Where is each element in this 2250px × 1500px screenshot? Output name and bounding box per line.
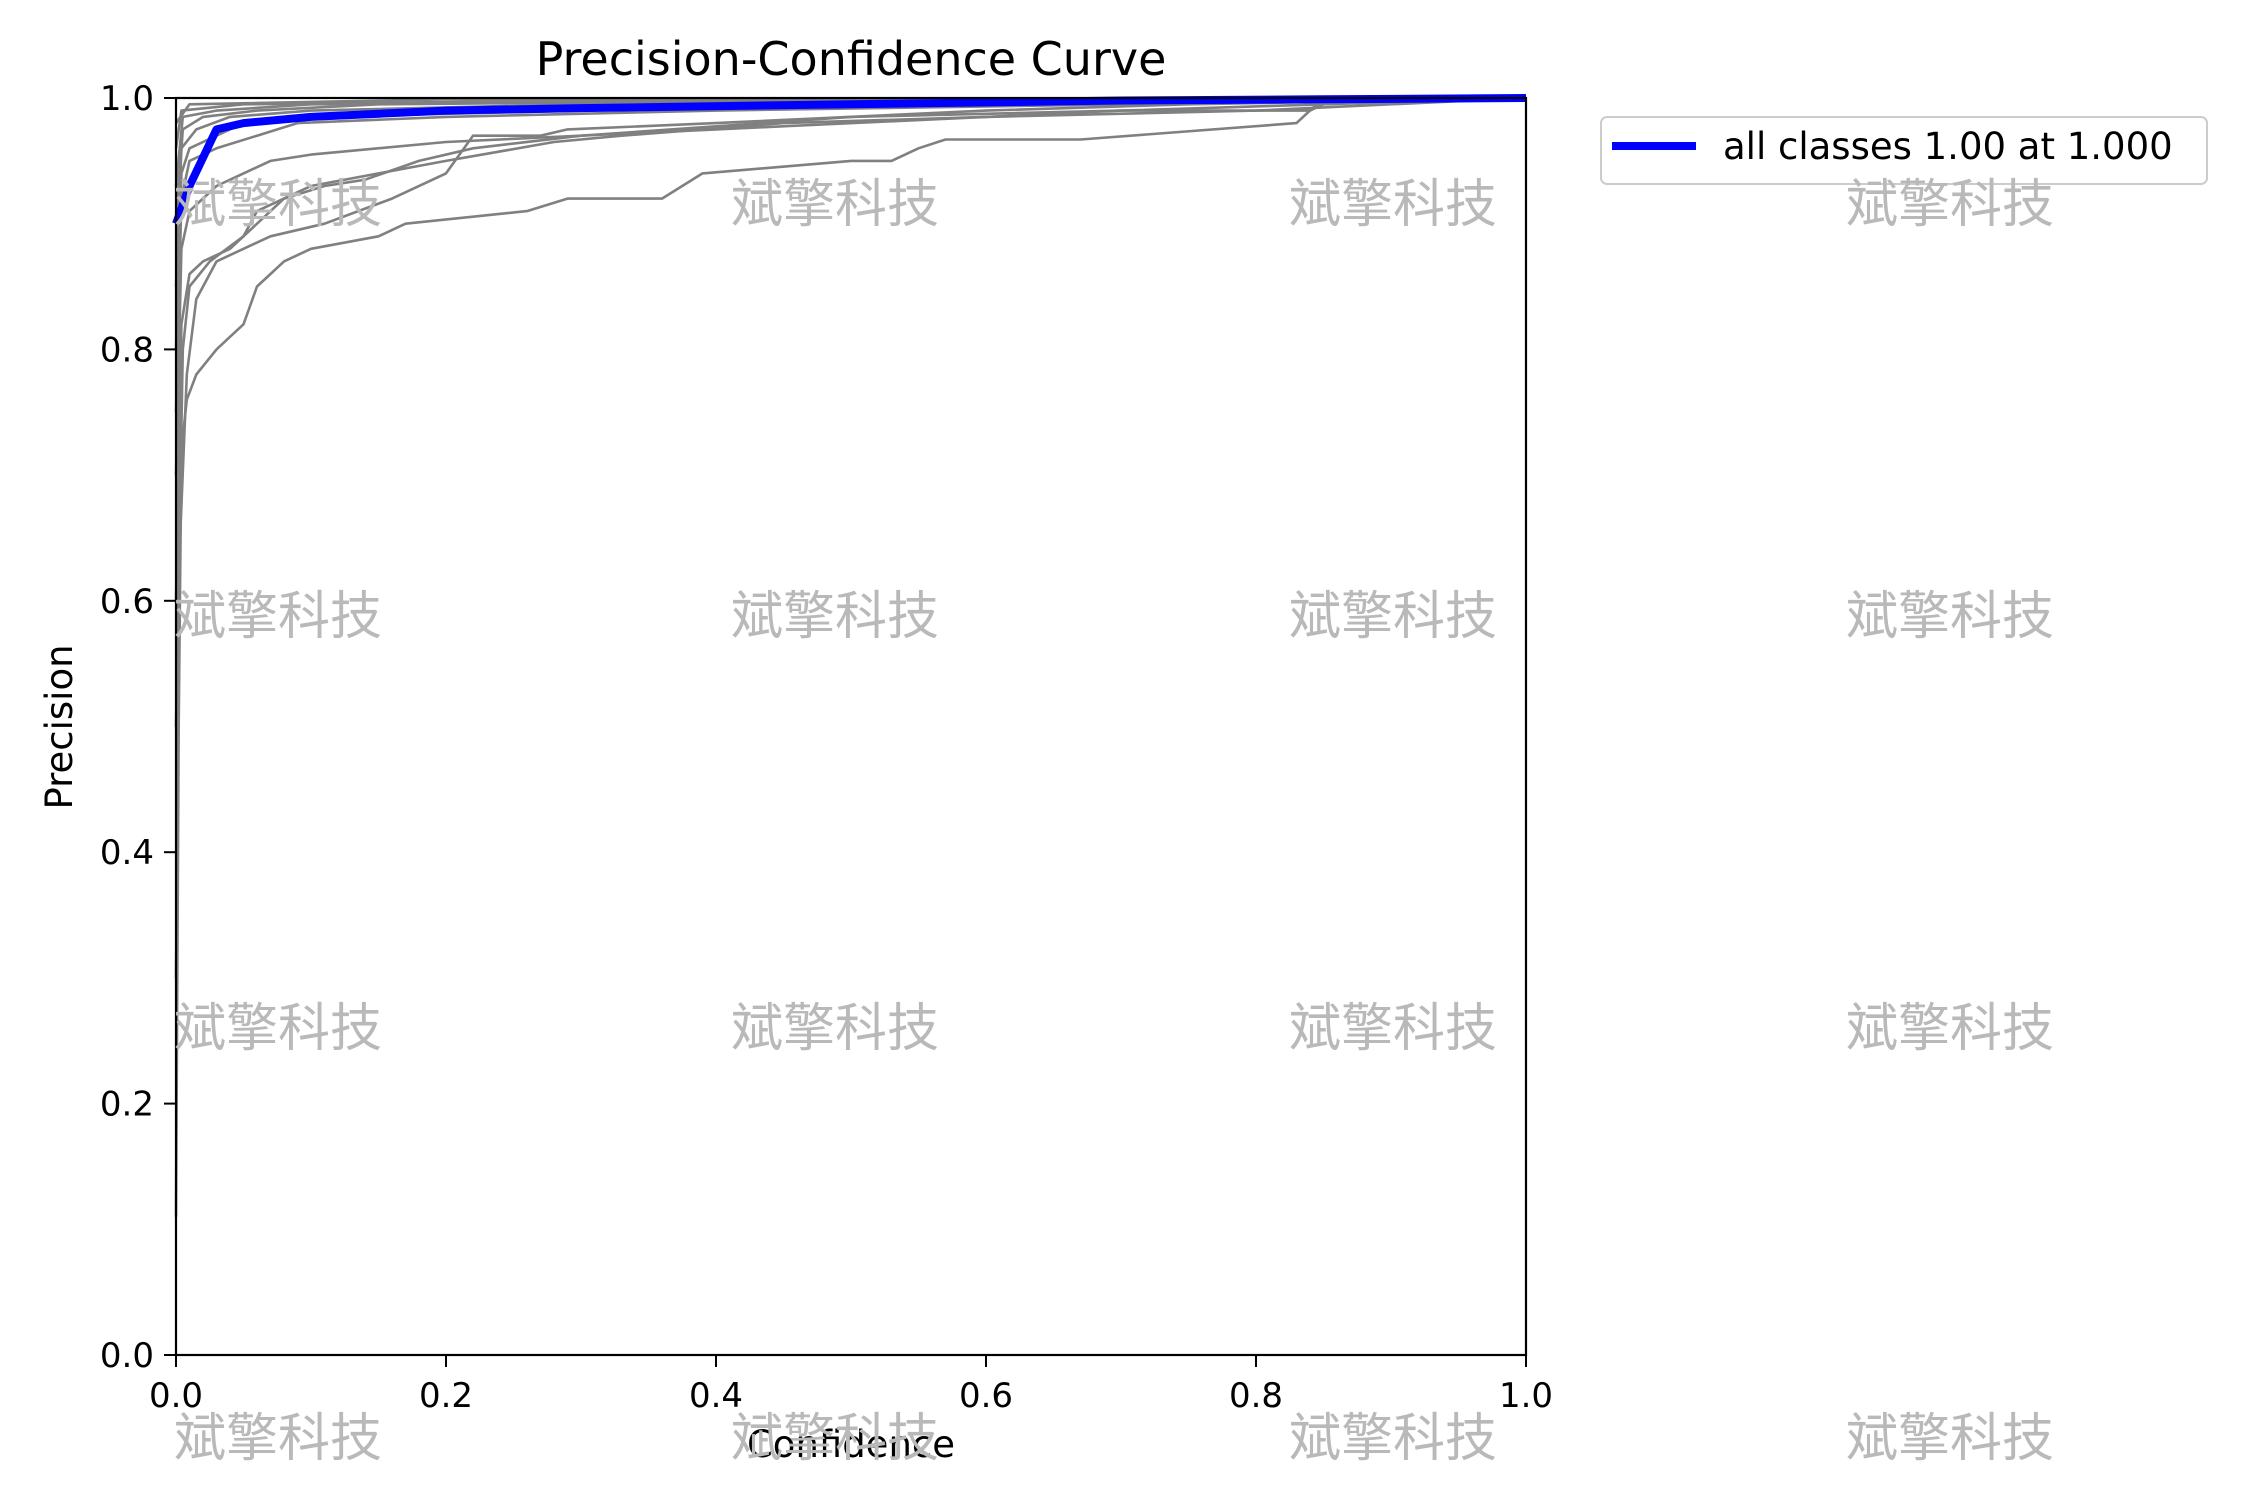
x-tick-label: 0.6 [959,1376,1013,1416]
watermark-text: 斌擎科技 [731,175,939,235]
watermark-text: 斌擎科技 [174,175,382,235]
watermark-text: 斌擎科技 [174,587,382,647]
all-classes-series-group [172,94,1527,226]
x-axis-ticks: 0.0 0.2 0.4 0.6 0.8 1.0 [149,1355,1553,1416]
y-tick-label: 1.0 [100,79,154,119]
watermark-text: 斌擎科技 [1846,999,2054,1059]
watermark-text: 斌擎科技 [1289,175,1497,235]
watermark-text: 斌擎科技 [1846,587,2054,647]
y-tick-label: 0.2 [100,1085,154,1125]
x-tick-label: 0.2 [419,1376,473,1416]
watermark-text: 斌擎科技 [731,999,939,1059]
watermark-text: 斌擎科技 [1289,587,1497,647]
class-series-line-4 [174,96,1526,601]
x-tick-label: 0.0 [149,1376,203,1416]
chart-title: Precision-Confidence Curve [536,32,1167,86]
y-tick-label: 0.0 [100,1336,154,1376]
watermark-text: 斌擎科技 [731,587,939,647]
x-tick-label: 0.4 [689,1376,743,1416]
x-axis-label: Confidence [747,1423,955,1466]
watermark-text: 斌擎科技 [1846,1409,2054,1469]
all-classes-series-line [172,94,1527,226]
y-tick-label: 0.8 [100,330,154,370]
x-tick-label: 1.0 [1499,1376,1553,1416]
watermark-text: 斌擎科技 [1289,999,1497,1059]
watermark-text: 斌擎科技 [174,999,382,1059]
y-axis-ticks: 0.0 0.2 0.4 0.6 0.8 1.0 [100,79,176,1376]
legend-box [1600,116,2208,185]
plot-frame [174,96,1528,1357]
y-tick-label: 0.4 [100,833,154,873]
class-series-line-2 [174,96,1527,978]
watermark-text: 斌擎科技 [174,1409,382,1469]
y-tick-label: 0.6 [100,582,154,622]
legend-label: all classes 1.00 at 1.000 [1723,125,2173,168]
class-series-line-1 [174,96,1526,1217]
class-series-line-5 [174,96,1527,476]
watermark-text: 斌擎科技 [1846,175,2054,235]
legend: all classes 1.00 at 1.000 [1600,116,2208,185]
watermark-text: 斌擎科技 [731,1409,939,1469]
class-series-line-6 [174,96,1527,413]
x-tick-label: 0.8 [1229,1376,1283,1416]
watermark-text: 斌擎科技 [1289,1409,1497,1469]
y-axis-label: Precision [38,644,81,809]
